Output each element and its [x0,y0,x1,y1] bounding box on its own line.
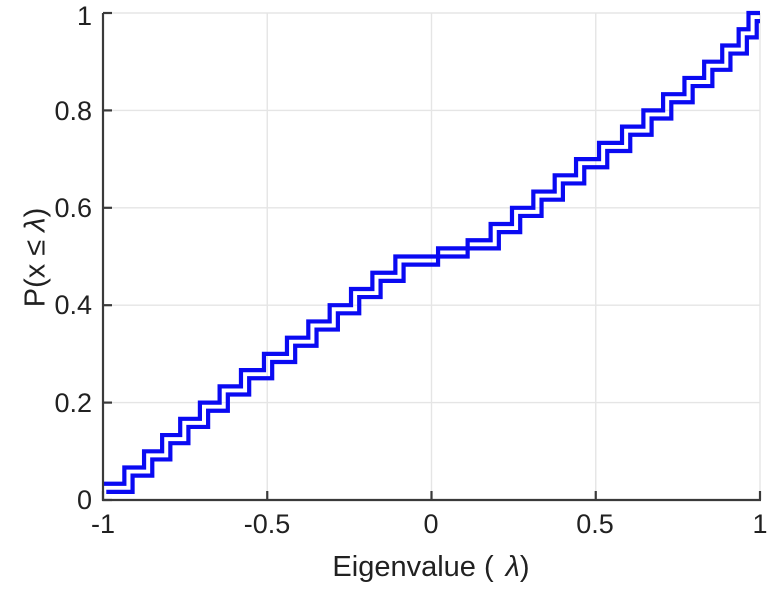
y-axis-label: P(x ≤ λ) [20,93,53,423]
y-tick-label: 0.4 [54,290,92,320]
y-axis-label-text: ) [19,207,52,218]
x-tick-label: 0 [423,509,439,539]
y-tick-label: 0.8 [54,96,92,126]
x-axis-label-text: Eigenvalue ( [332,551,494,583]
x-tick-label: 0.5 [576,509,614,539]
lambda-symbol: λ [19,217,52,232]
y-axis-label-text: P(x [19,255,52,308]
leq-symbol: ≤ [19,239,52,256]
y-axis-label-text [20,232,52,240]
x-axis-label: Eigenvalue ( λ) [116,551,746,584]
x-tick-label: -1 [90,509,115,539]
y-tick-label: 0.2 [54,388,92,418]
y-tick-label: 0.6 [54,193,92,223]
y-tick-label: 0 [76,485,92,515]
x-tick-label: 1 [752,509,768,539]
cdf-staircase-1 [103,10,760,486]
y-tick-label: 1 [76,1,92,31]
lambda-symbol: λ [505,551,520,583]
x-tick-label: -0.5 [243,509,291,539]
x-axis-label-text: ) [519,551,530,583]
